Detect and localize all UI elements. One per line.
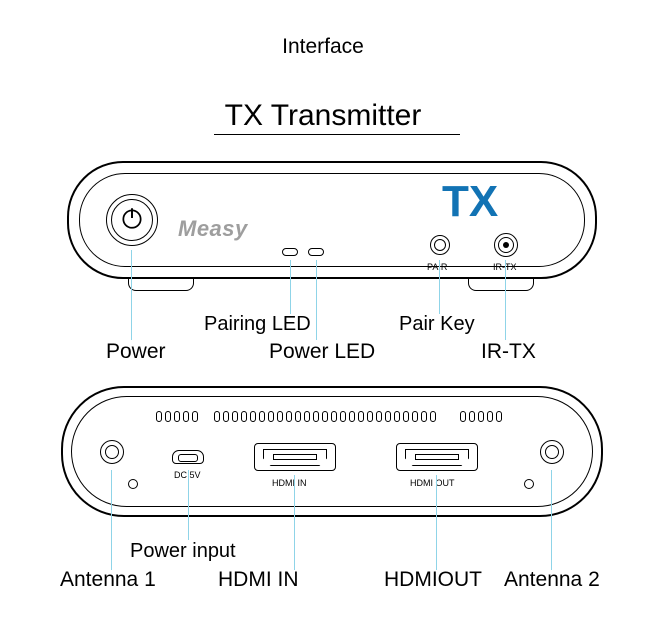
power-led [308,248,324,256]
callout-antenna2: Antenna 2 [504,568,600,592]
device-title: TX Transmitter [0,99,646,133]
lead-hdmi-in [294,475,295,570]
pairing-led-1 [282,248,298,256]
lead-power [131,250,132,340]
lead-antenna1 [111,470,112,570]
tx-mark: TX [442,177,498,227]
callout-pair-key: Pair Key [399,313,475,336]
callout-hdmi-out: HDMIOUT [384,568,482,592]
lead-pairing-led [290,260,291,314]
brand-logo: Measy [178,216,248,242]
hdmi-in-port [254,443,336,471]
lead-antenna2 [551,470,552,570]
hdmi-in-port-label: HDMI IN [272,478,307,488]
page-title: Interface [0,35,646,59]
lead-irtx [505,260,506,340]
pair-port-label: PAIR [427,262,447,272]
ir-tx-port [494,233,518,257]
dc-5v-port [172,450,204,464]
callout-irtx: IR-TX [481,340,536,364]
lead-power-led [316,260,317,340]
hdmi-out-port-label: HDMI OUT [410,478,455,488]
title-underline [214,134,460,135]
callout-power-input: Power input [130,540,236,563]
vent-group-2 [214,411,436,423]
lead-hdmi-out [436,475,437,570]
callout-power: Power [106,340,166,364]
lead-pair-key [439,260,440,314]
screw-right [524,479,534,489]
vent-group-1 [156,411,198,423]
vent-group-3 [460,411,502,423]
power-icon [119,205,145,231]
antenna-2-port [540,440,564,464]
callout-hdmi-in: HDMI IN [218,568,299,592]
front-foot-left [128,279,194,291]
callout-antenna1: Antenna 1 [60,568,156,592]
pair-key-button [430,235,450,255]
antenna-1-port [100,440,124,464]
callout-pairing-led: Pairing LED [204,313,311,336]
front-foot-right [468,279,534,291]
hdmi-out-port [396,443,478,471]
callout-power-led: Power LED [269,340,375,364]
screw-left [128,479,138,489]
lead-power-input [188,470,189,540]
